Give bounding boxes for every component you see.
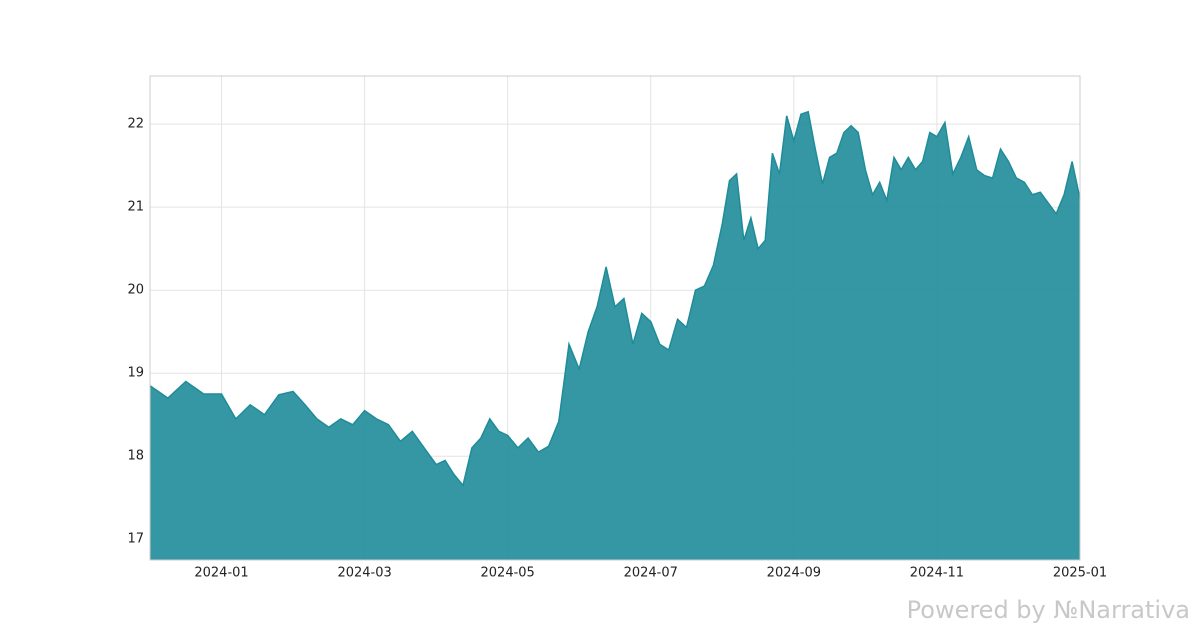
x-tick-label: 2024-05 <box>481 566 535 581</box>
x-tick-label: 2024-11 <box>910 566 964 581</box>
x-tick-label: 2024-07 <box>624 566 678 581</box>
y-tick-label: 21 <box>127 200 144 215</box>
x-tick-label: 2024-01 <box>194 566 248 581</box>
line <box>149 110 1081 487</box>
y-tick-label: 20 <box>127 283 144 298</box>
x-tick-label: 2024-09 <box>767 566 821 581</box>
watermark: Powered by №Narrativa <box>907 596 1190 624</box>
y-tick-label: 22 <box>127 117 144 132</box>
y-tick-label: 19 <box>127 366 144 381</box>
area <box>150 111 1080 560</box>
y-tick-label: 18 <box>127 449 144 464</box>
y-tick-label: 17 <box>127 532 144 547</box>
plot-frame <box>149 75 1081 561</box>
x-tick-label: 2025-01 <box>1053 566 1107 581</box>
x-tick-label: 2024-03 <box>337 566 391 581</box>
